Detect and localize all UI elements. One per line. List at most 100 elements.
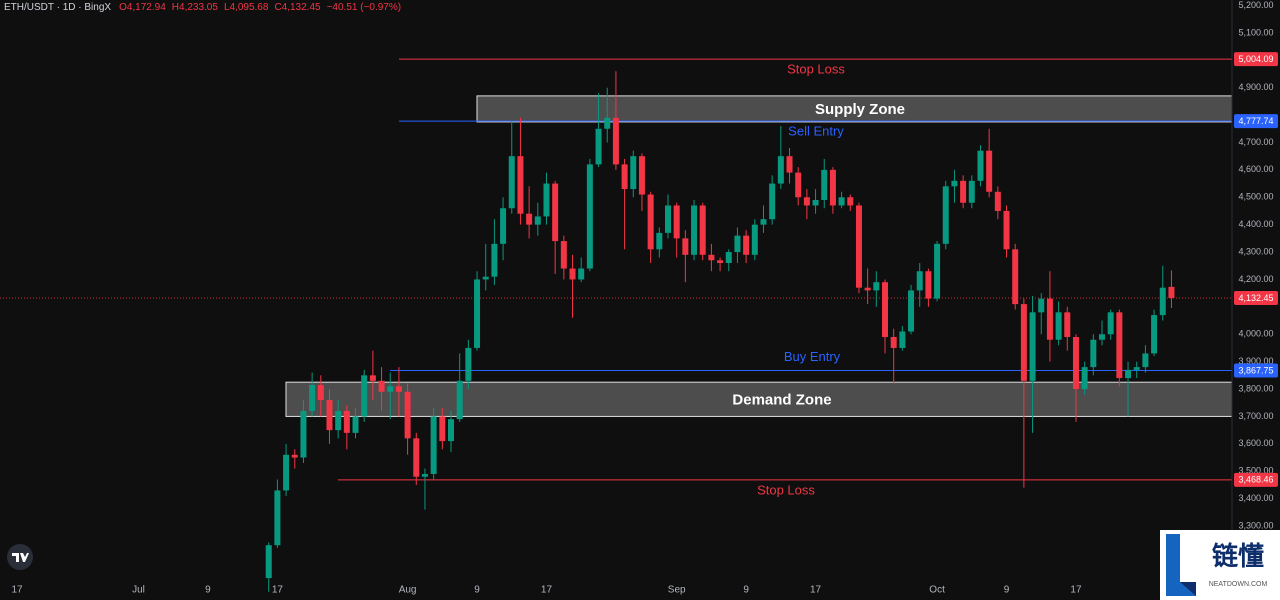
candle-body	[1072, 336, 1079, 390]
x-tick-label: 9	[1004, 585, 1010, 596]
candle-body	[1099, 334, 1105, 340]
candle-body	[934, 243, 941, 299]
candle-body	[1133, 367, 1140, 370]
x-tick-label: Oct	[929, 585, 945, 596]
x-tick-label: 17	[541, 585, 553, 596]
logo-circle	[7, 544, 33, 570]
zone-label: Demand Zone	[732, 391, 831, 408]
y-tick-label: 4,400.00	[1238, 219, 1273, 229]
candle-body	[439, 416, 446, 442]
candle-body	[821, 169, 828, 200]
x-tick-label: 9	[743, 585, 749, 596]
candle-body	[291, 454, 298, 458]
candle-body	[361, 375, 368, 417]
x-tick-label: Aug	[399, 585, 417, 596]
x-tick-label: Sep	[668, 585, 686, 596]
y-tick-label: 3,500.00	[1238, 466, 1273, 476]
candle-body	[873, 282, 880, 291]
candle-body	[1090, 339, 1097, 368]
candle-body	[1064, 312, 1071, 337]
watermark-l-shade	[1180, 582, 1196, 596]
candle-body	[777, 156, 784, 184]
y-tick-label: 3,300.00	[1238, 520, 1273, 530]
candle-body	[1107, 312, 1114, 335]
candle-body	[309, 384, 316, 411]
y-tick-label: 4,300.00	[1238, 246, 1273, 256]
candle-body	[665, 205, 671, 233]
candle-body	[638, 156, 645, 195]
candle-body	[569, 268, 576, 280]
candle-body	[803, 197, 810, 206]
candle-body	[1055, 312, 1062, 340]
level-label: Buy Entry	[784, 349, 841, 364]
candle-body	[1003, 210, 1010, 250]
candle-body	[543, 183, 550, 217]
candle-body	[1038, 298, 1045, 313]
candle-body	[465, 347, 472, 381]
tv-logo	[7, 544, 33, 570]
level-tag: 3,468.46	[1238, 475, 1273, 485]
candle-body	[1020, 304, 1027, 381]
candle-body	[1116, 312, 1123, 379]
candle-body	[1125, 369, 1132, 379]
candle-body	[699, 205, 706, 255]
candle-body	[1168, 286, 1175, 298]
last-price-tag: 4,132.45	[1238, 293, 1273, 303]
x-tick-label: 9	[205, 585, 211, 596]
y-tick-label: 4,900.00	[1238, 82, 1273, 92]
candle-body	[795, 172, 802, 198]
level-label: Stop Loss	[757, 482, 815, 497]
candle-body	[847, 197, 854, 206]
candle-body	[882, 282, 888, 337]
candle-body	[916, 271, 923, 291]
candle-body	[1151, 315, 1158, 354]
watermark-l	[1166, 534, 1196, 596]
y-tick-label: 4,200.00	[1238, 274, 1273, 284]
candle-body	[717, 260, 724, 264]
y-tick-label: 3,800.00	[1238, 383, 1273, 393]
candle-body	[838, 197, 845, 206]
watermark-site: NEATDOWN.COM	[1209, 581, 1268, 588]
candle-body	[942, 186, 949, 244]
candle-body	[829, 169, 836, 206]
candle-body	[960, 180, 967, 203]
candle-body	[482, 276, 489, 280]
candle-body	[682, 238, 689, 255]
symbol: ETH/USDT · 1D · BingX	[4, 2, 111, 13]
y-tick-label: 3,400.00	[1238, 493, 1273, 503]
candle-body	[448, 419, 454, 442]
ohlc-high: H4,233.05	[172, 2, 219, 13]
level-tag: 5,004.09	[1238, 54, 1273, 64]
candle-body	[604, 117, 611, 129]
candle-body	[986, 150, 993, 192]
candle-body	[864, 287, 871, 291]
candle-body	[404, 391, 411, 439]
level-tag: 4,777.74	[1238, 116, 1273, 126]
plot-area: Supply Zone Demand Zone Stop Loss Sell Entr…	[0, 58, 1233, 592]
candle-body	[647, 194, 654, 250]
candle-body	[769, 183, 776, 220]
candle-body	[708, 254, 715, 261]
candle-body	[474, 279, 481, 348]
level-tag-box	[1234, 52, 1278, 67]
candle-body	[630, 156, 637, 190]
candle-body	[500, 208, 507, 244]
candle-body	[890, 336, 897, 348]
candle-body	[560, 241, 567, 269]
candle-body	[421, 473, 428, 477]
candle-body	[283, 454, 290, 491]
candle-body	[517, 156, 524, 214]
candle-body	[369, 375, 376, 381]
ohlc-change: −40.51 (−0.97%)	[327, 2, 402, 13]
candle-body	[595, 128, 602, 165]
zone	[476, 95, 1233, 123]
candle-body	[352, 416, 359, 433]
candle-body	[1142, 353, 1149, 368]
candle-body	[387, 386, 394, 392]
price-axis-labels: 5,200.00 5,100.00 4,900.00 4,700.00 4,600.00…	[1234, 0, 1278, 530]
candle-body	[760, 219, 767, 225]
candle-body	[343, 410, 350, 433]
ohlc-close: C4,132.45	[274, 2, 321, 13]
candle-body	[1081, 367, 1088, 390]
